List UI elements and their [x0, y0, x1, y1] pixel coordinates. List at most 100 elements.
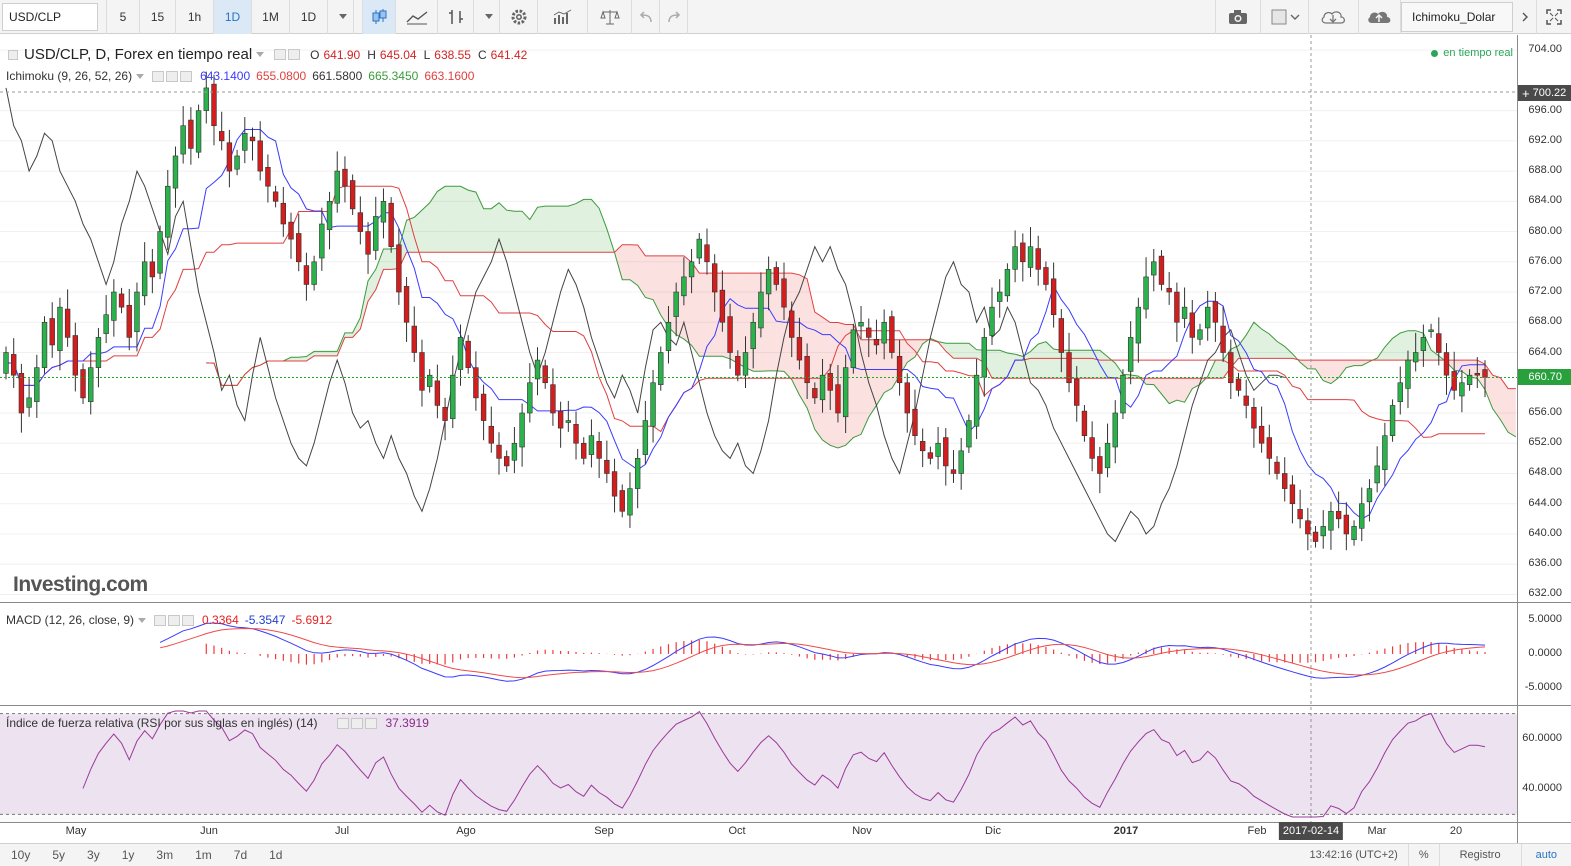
interval-custom-button[interactable]: 1D [290, 0, 328, 34]
save-layout-button[interactable] [1359, 0, 1401, 34]
cloud-segment [314, 351, 322, 356]
eye-icon[interactable] [274, 49, 287, 60]
candle-body [1297, 509, 1303, 520]
candle-body [326, 201, 333, 230]
cloud-segment [768, 273, 777, 371]
candle-body [1120, 374, 1126, 414]
cloud-segment [599, 208, 607, 253]
cloud-download-icon [1321, 11, 1345, 24]
template-button[interactable] [1261, 0, 1309, 34]
close-icon[interactable] [180, 70, 193, 82]
settings-small-icon[interactable] [288, 49, 301, 60]
cloud-segment [1392, 332, 1401, 361]
settings-small-icon[interactable] [168, 614, 181, 626]
range-1m-button[interactable]: 1m [195, 848, 212, 862]
snapshot-button[interactable] [1215, 0, 1261, 34]
layout-name-field[interactable]: Ichimoku_Dolar [1401, 2, 1513, 32]
settings-small-icon[interactable] [166, 70, 179, 82]
range-5y-button[interactable]: 5y [52, 848, 66, 862]
candle-body [1335, 510, 1342, 520]
chevron-right-icon [1522, 12, 1528, 22]
candle-body [134, 291, 140, 333]
candle-body [1474, 373, 1480, 376]
candle-body [550, 384, 556, 414]
cloud-segment [1284, 346, 1293, 359]
undo-button[interactable] [632, 0, 660, 34]
auto-scale-button[interactable]: auto [1520, 844, 1571, 866]
crosshair-price-value: 700.22 [1532, 87, 1567, 99]
chevron-down-icon[interactable] [138, 617, 147, 623]
candle-body [704, 244, 710, 263]
range-3m-button[interactable]: 3m [156, 848, 174, 862]
eye-icon[interactable] [152, 70, 165, 82]
range-1y-button[interactable]: 1y [121, 848, 135, 862]
eye-icon[interactable] [337, 717, 350, 729]
eye-icon[interactable] [154, 614, 167, 626]
candle-body [904, 382, 910, 414]
load-layout-button[interactable] [1309, 0, 1359, 34]
rsi-pane[interactable] [0, 710, 1517, 818]
range-10y-button[interactable]: 10y [11, 848, 31, 862]
chart-canvas[interactable] [0, 35, 1571, 843]
indicators-button[interactable] [538, 0, 588, 34]
candle-body [1235, 378, 1242, 391]
candle-body [588, 435, 595, 455]
bars-style-button[interactable] [438, 0, 474, 34]
candle-body [72, 335, 79, 376]
cloud-segment [1477, 360, 1485, 390]
close-value: 641.42 [490, 47, 528, 62]
range-7d-button[interactable]: 7d [233, 848, 248, 862]
compare-button[interactable] [588, 0, 632, 34]
range-3y-button[interactable]: 3y [87, 848, 100, 862]
interval-1h-button[interactable]: 1h [176, 0, 214, 34]
candle-body [719, 289, 726, 323]
candle-body [1459, 382, 1465, 397]
candlesticks[interactable] [3, 71, 1488, 551]
cloud-segment [583, 199, 592, 253]
cloud-segment [1253, 322, 1262, 359]
redo-button[interactable] [660, 0, 688, 34]
range-1d-button[interactable]: 1d [269, 848, 283, 862]
symbol-search-input[interactable]: USD/CLP [2, 2, 98, 31]
settings-button[interactable] [500, 0, 538, 34]
candle-body [511, 442, 518, 461]
cloud-segment [1454, 360, 1462, 372]
chevron-down-icon[interactable] [136, 73, 145, 79]
cloud-segment [291, 357, 299, 362]
candles-style-button[interactable] [362, 0, 396, 34]
interval-5-button[interactable]: 5 [106, 0, 140, 34]
log-scale-button[interactable]: Registro [1438, 844, 1521, 866]
candle-body [242, 132, 248, 151]
candle-body [735, 355, 741, 376]
candle-body [1174, 291, 1180, 323]
candle-body [727, 316, 733, 353]
cloud-segment [1115, 363, 1123, 379]
low-label: L [423, 47, 431, 62]
chevron-down-icon[interactable] [256, 52, 265, 57]
interval-dropdown-button[interactable] [328, 0, 354, 34]
cloud-segment [298, 356, 307, 362]
chart-type-dropdown-button[interactable] [474, 0, 500, 34]
interval-15-button[interactable]: 15 [140, 0, 176, 34]
close-icon[interactable] [182, 614, 195, 626]
candle-body [373, 216, 379, 251]
settings-small-icon[interactable] [351, 717, 364, 729]
cloud-segment [1045, 341, 1054, 379]
interval-1m-button[interactable]: 1M [252, 0, 290, 34]
chart-area[interactable]: USD/CLP, D, Forex en tiempo real O 641.9… [0, 35, 1571, 843]
candle-body [1482, 369, 1488, 378]
candle-body [927, 452, 934, 459]
fullscreen-button[interactable] [1537, 0, 1571, 34]
layout-dropdown-button[interactable] [1513, 0, 1537, 34]
candle-body [966, 420, 972, 448]
area-style-button[interactable] [396, 0, 438, 34]
cloud-segment [552, 206, 561, 253]
percent-scale-button[interactable]: % [1407, 844, 1439, 866]
candle-body [1151, 261, 1157, 276]
bars-icon [448, 9, 463, 24]
close-icon[interactable] [365, 717, 378, 729]
candle-body [180, 125, 186, 155]
interval-1d-button[interactable]: 1D [214, 0, 252, 34]
collapse-icon[interactable] [8, 49, 18, 60]
macd-pane[interactable] [159, 622, 1486, 682]
